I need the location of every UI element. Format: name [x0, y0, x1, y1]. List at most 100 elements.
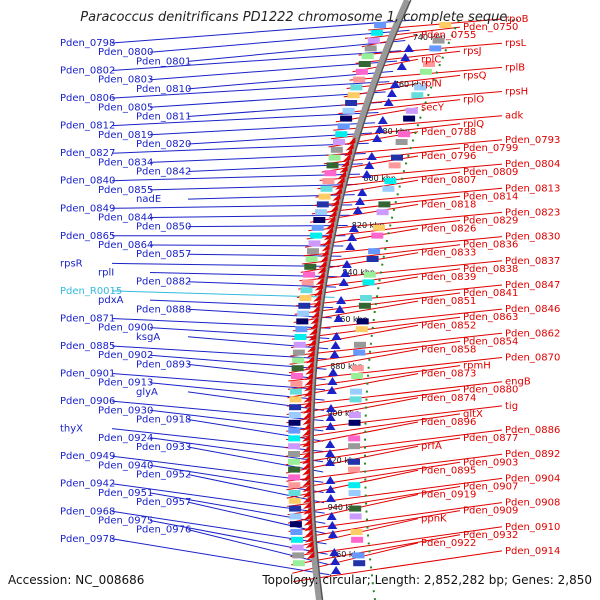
right-gene-label: Pden_0863 — [463, 312, 518, 323]
right-gene-label: Pden_0807 — [421, 175, 476, 186]
gene-block-reverse — [347, 92, 360, 99]
gene-block-forward — [354, 341, 366, 348]
gene-block-reverse — [304, 263, 317, 270]
gene-block-forward — [352, 552, 365, 559]
gene-block-forward — [353, 560, 366, 567]
gene-block-reverse — [364, 45, 377, 52]
right-gene-label: prfA — [421, 441, 442, 452]
right-gene-label: Pden_0854 — [463, 336, 518, 347]
forward-gene-arrow — [328, 368, 339, 376]
right-gene-label: rplC — [421, 54, 441, 65]
right-gene-label: adk — [505, 111, 523, 122]
forward-gene-arrow — [341, 260, 352, 268]
right-gene-label: Pden_0877 — [463, 433, 518, 444]
gene-block-reverse — [333, 139, 345, 145]
right-gene-label: Pden_0886 — [505, 425, 560, 436]
left-leader-line — [111, 345, 328, 360]
right-leader-line — [330, 123, 461, 140]
gene-block-reverse — [320, 185, 333, 192]
gene-block-reverse — [313, 217, 326, 223]
left-gene-label: Pden_0913 — [98, 378, 153, 389]
forward-gene-arrow — [377, 116, 388, 124]
left-gene-label: Pden_0885 — [60, 341, 115, 352]
forward-gene-arrow — [364, 161, 375, 169]
right-leader-line — [346, 74, 461, 89]
left-gene-label: pdxA — [98, 295, 124, 306]
gene-block-forward — [411, 92, 424, 99]
forward-gene-arrow — [383, 98, 394, 106]
right-gene-label: Pden_0823 — [505, 207, 560, 218]
reverse-gene-arrow — [318, 260, 327, 269]
gene-block-reverse — [335, 131, 348, 138]
gene-block-forward — [350, 529, 363, 535]
kbp-tick-label: 820 kbp — [352, 221, 385, 230]
right-leader-line — [286, 389, 461, 415]
forward-gene-arrow — [403, 44, 414, 52]
gene-block-forward — [348, 458, 360, 465]
left-gene-label: Pden_0810 — [136, 84, 191, 95]
right-leader-line — [310, 203, 419, 223]
left-gene-label: rplI — [98, 268, 114, 279]
right-leader-line — [288, 502, 503, 532]
right-gene-label: Pden_0826 — [421, 224, 476, 235]
gene-block-reverse — [288, 412, 301, 418]
forward-gene-arrow — [357, 188, 368, 196]
reverse-gene-arrow — [302, 450, 310, 459]
right-gene-label: Pden_0903 — [463, 457, 518, 468]
right-gene-label: Pden_0829 — [463, 216, 518, 227]
reverse-gene-arrow — [302, 433, 311, 442]
gene-block-reverse — [297, 310, 310, 317]
gene-block-forward — [351, 536, 364, 543]
right-gene-label: Pden_0874 — [421, 393, 476, 404]
gene-block-reverse — [291, 373, 303, 379]
right-gene-label: secY — [421, 103, 445, 114]
reverse-gene-arrow — [303, 517, 312, 526]
left-gene-label: Pden_0975 — [98, 516, 153, 527]
reverse-gene-arrow — [303, 506, 312, 515]
reverse-gene-arrow — [316, 271, 325, 280]
left-gene-label: Pden_0930 — [98, 405, 153, 416]
left-leader-line — [111, 19, 415, 44]
left-leader-line — [187, 281, 337, 288]
reverse-gene-arrow — [304, 377, 313, 386]
right-leader-line — [287, 381, 503, 407]
left-gene-label: Pden_0805 — [98, 102, 153, 113]
left-gene-label: Pden_0849 — [60, 203, 115, 214]
right-gene-label: Pden_0796 — [421, 151, 476, 162]
gene-block-reverse — [289, 513, 302, 520]
gene-block-reverse — [303, 271, 315, 278]
reverse-gene-arrow — [320, 249, 329, 257]
right-leader-line — [338, 99, 461, 115]
left-leader-line — [187, 391, 324, 411]
left-gene-label: Pden_0902 — [98, 350, 153, 361]
left-leader-line — [187, 474, 325, 504]
right-gene-label: gltX — [463, 409, 483, 420]
gene-block-reverse — [291, 536, 303, 543]
reverse-gene-arrow — [302, 439, 311, 448]
reverse-gene-arrow — [336, 176, 345, 185]
right-gene-label: rplQ — [463, 119, 484, 130]
forward-gene-arrow — [325, 449, 335, 457]
left-gene-label: Pden_0834 — [98, 157, 153, 168]
gene-block-reverse — [289, 388, 302, 395]
gene-block-forward — [371, 232, 384, 239]
left-gene-label: rpsR — [60, 258, 83, 269]
reverse-gene-arrow — [322, 237, 331, 246]
forward-gene-arrow — [347, 233, 357, 241]
left-leader-line — [111, 290, 335, 298]
forward-gene-arrow — [338, 278, 349, 286]
left-gene-label: nadE — [136, 194, 161, 205]
right-gene-label: Pden_0858 — [421, 344, 476, 355]
left-leader-line — [149, 29, 410, 53]
gene-block-forward — [398, 131, 411, 138]
reverse-gene-arrow — [311, 310, 319, 319]
gene-block-forward — [403, 115, 416, 122]
left-gene-label: Pden_0949 — [60, 451, 115, 462]
left-gene-label: Pden_0819 — [98, 130, 153, 141]
left-leader-line — [149, 183, 358, 191]
reverse-gene-arrow — [302, 422, 311, 431]
reverse-gene-arrow — [306, 349, 315, 358]
backbone-edge — [312, 0, 412, 600]
left-gene-label: Pden_0857 — [136, 249, 191, 260]
gene-block-forward — [363, 271, 376, 278]
